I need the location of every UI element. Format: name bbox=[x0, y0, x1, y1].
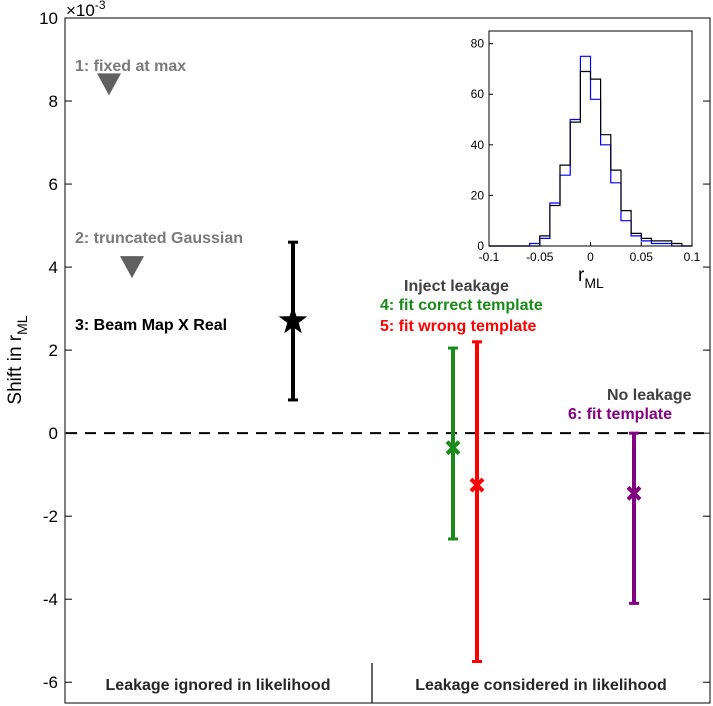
label-no-leakage: No leakage bbox=[607, 387, 692, 404]
main-y-tick-labels: -6 -4 -2 0 2 4 6 8 10 bbox=[39, 9, 58, 692]
inset-y-tick-label: 40 bbox=[471, 138, 485, 152]
x-marker bbox=[626, 485, 642, 501]
label-inject-leakage: Inject leakage bbox=[404, 278, 509, 295]
main-plot-frame bbox=[64, 17, 711, 704]
inset-x-tick-label: 0 bbox=[587, 250, 594, 264]
inset-y-tick-label: 0 bbox=[477, 239, 484, 253]
y-tick-label: 0 bbox=[49, 424, 58, 443]
label-beam-map-x-real: 3: Beam Map X Real bbox=[75, 317, 227, 334]
inset-y-tick-label: 80 bbox=[471, 37, 485, 51]
y-tick-label: 2 bbox=[49, 341, 58, 360]
x-marker-stroke bbox=[469, 477, 485, 493]
inset-x-tick-label: 0.1 bbox=[684, 250, 701, 264]
label-fit-wrong-template: 5: fit wrong template bbox=[380, 318, 537, 335]
region-label-considered: Leakage considered in likelihood bbox=[415, 677, 667, 694]
inset-x-axis-title: rML bbox=[578, 265, 604, 291]
y-tick-label: 6 bbox=[49, 175, 58, 194]
label-truncated-gaussian: 2: truncated Gaussian bbox=[75, 230, 243, 247]
inset-y-tick-label: 20 bbox=[471, 188, 485, 202]
y-tick-label: -6 bbox=[43, 673, 58, 692]
y-axis-title: Shift in rML bbox=[5, 315, 30, 404]
upper-limit-marker bbox=[97, 73, 121, 96]
main-data-marks bbox=[97, 73, 642, 663]
inset-histogram-series bbox=[489, 55, 692, 247]
x-marker-stroke bbox=[626, 485, 642, 501]
inset-axis-ticks: -0.1 -0.05 0 0.05 0.1 0 20 40 60 80 bbox=[471, 37, 701, 264]
star-marker bbox=[278, 306, 308, 334]
inset-x-tick-label: -0.05 bbox=[526, 250, 554, 264]
y-tick-label: -2 bbox=[43, 507, 58, 526]
y-tick-label: -4 bbox=[43, 590, 58, 609]
y-exponent-base: ×10-3 bbox=[66, 0, 106, 20]
inset-histogram: -0.1 -0.05 0 0.05 0.1 0 20 40 60 80 rML bbox=[471, 30, 701, 291]
region-label-ignored: Leakage ignored in likelihood bbox=[106, 677, 331, 694]
inset-x-tick-label: -0.1 bbox=[479, 250, 500, 264]
x-marker bbox=[445, 440, 461, 456]
histogram-series-line bbox=[489, 70, 692, 247]
y-tick-label: 4 bbox=[49, 258, 58, 277]
inset-y-tick-label: 60 bbox=[471, 87, 485, 101]
upper-limit-marker bbox=[120, 256, 144, 279]
label-fixed-at-max: 1: fixed at max bbox=[75, 58, 186, 75]
x-marker-stroke bbox=[445, 440, 461, 456]
inset-x-tick-label: 0.05 bbox=[630, 250, 654, 264]
label-fit-correct-template: 4: fit correct template bbox=[380, 297, 543, 314]
x-marker bbox=[469, 477, 485, 493]
y-tick-label: 8 bbox=[49, 92, 58, 111]
label-fit-template: 6: fit template bbox=[568, 406, 672, 423]
y-tick-label: 10 bbox=[39, 9, 58, 28]
histogram-series-line bbox=[489, 55, 692, 247]
